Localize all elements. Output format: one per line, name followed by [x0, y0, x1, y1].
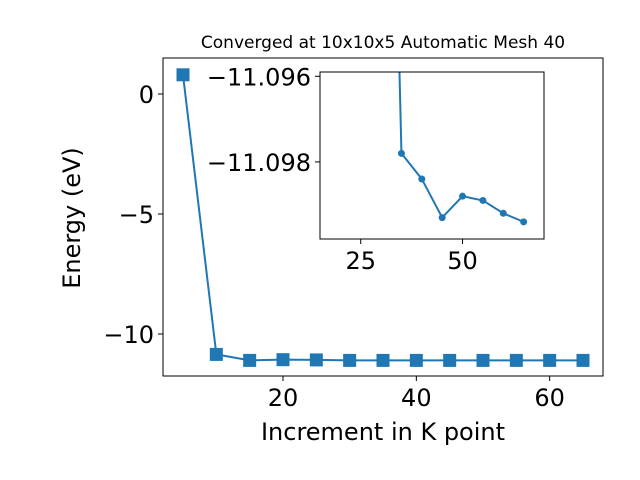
inset-y-tick-label: −11.098 [207, 149, 311, 177]
main-frame [162, 57, 604, 377]
x-axis-label: Increment in K point [261, 418, 505, 446]
inset-data-point [438, 214, 446, 222]
inset-data-point [520, 218, 528, 226]
main-data-point [276, 353, 290, 367]
inset-data-point [459, 192, 467, 200]
inset-background [320, 72, 544, 239]
main-data-point [343, 353, 357, 367]
main-x-tick-label: 20 [268, 384, 299, 412]
main-x-tick-label: 40 [401, 384, 432, 412]
main-data-point [476, 353, 490, 367]
main-data-point [576, 353, 590, 367]
chart-title: Converged at 10x10x5 Automatic Mesh 40 [201, 33, 565, 53]
inset-plot: 25 50 −11.098 −11.096 [207, 63, 545, 275]
main-data-point [409, 353, 423, 367]
main-y-tick-label: −5 [119, 201, 154, 229]
inset-data-point [499, 209, 507, 217]
main-data-point [176, 68, 190, 82]
main-x-tick-label: 60 [534, 384, 565, 412]
main-data-point [509, 353, 523, 367]
inset-series-line-0 [398, 72, 525, 223]
main-y-tick-label: 0 [139, 81, 154, 109]
inset-x-tick-label: 50 [447, 247, 478, 275]
main-data-area [176, 68, 590, 367]
inset-x-tick-label: 25 [345, 247, 376, 275]
main-y-tick-label: −10 [103, 321, 154, 349]
inset-frame [319, 71, 545, 240]
y-axis-label: Energy (eV) [58, 147, 86, 289]
main-data-point [209, 347, 223, 361]
inset-y-tick-label: −11.096 [207, 63, 311, 91]
inset-data-point [479, 196, 487, 204]
inset-data-point [418, 175, 426, 183]
main-data-point [443, 353, 457, 367]
main-data-point [543, 353, 557, 367]
inset-data-area [397, 72, 528, 226]
main-data-point [376, 353, 390, 367]
inset-data-point [397, 149, 405, 157]
main-plot: 20 40 60 0 −5 −10 [103, 57, 604, 412]
main-data-point [309, 353, 323, 367]
main-data-point [243, 353, 257, 367]
